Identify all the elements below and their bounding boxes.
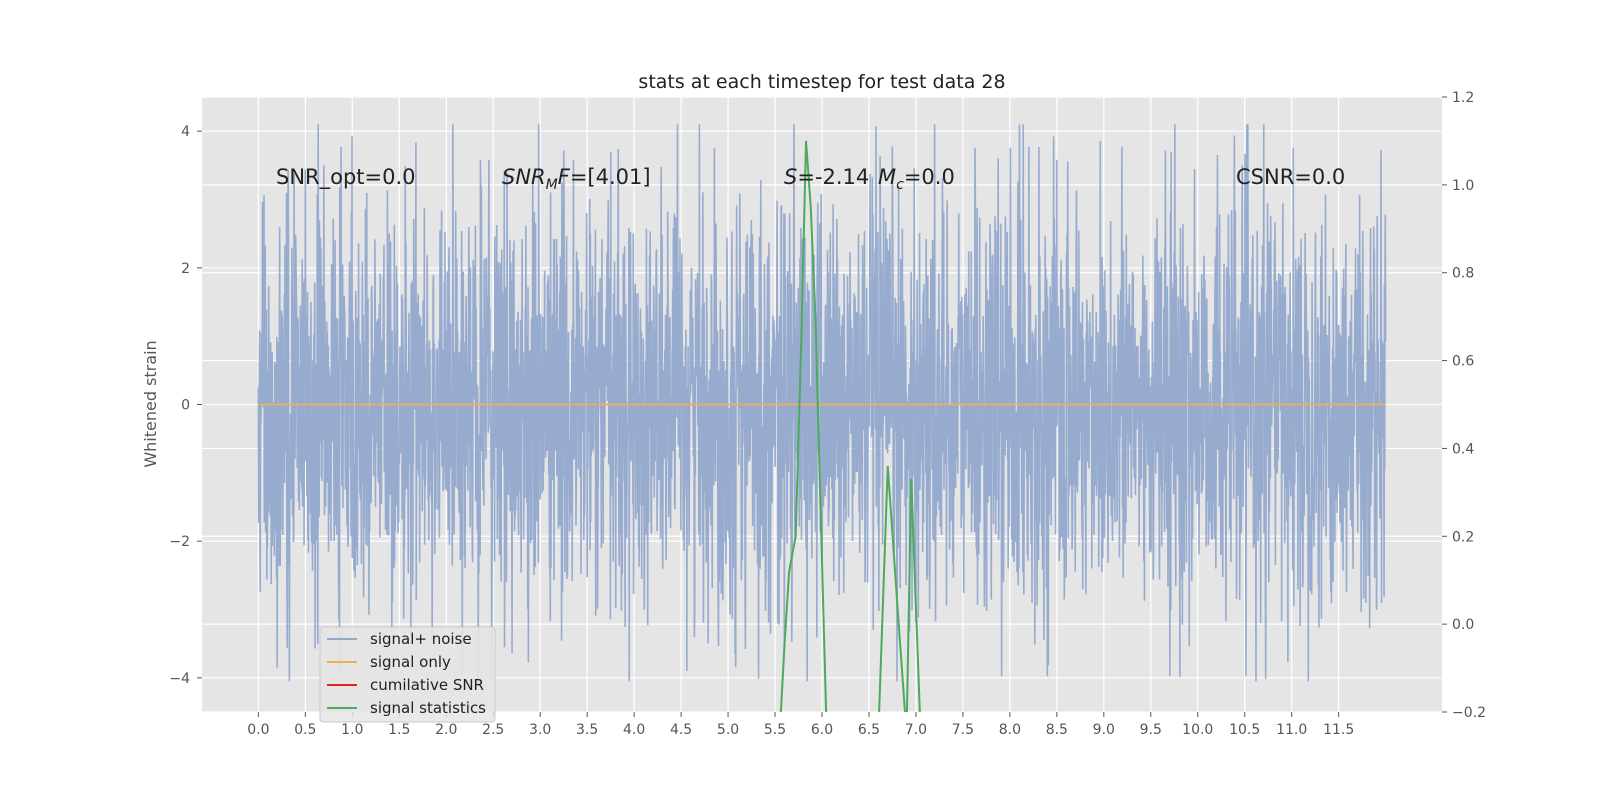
x-tick-label: 9.0 bbox=[1093, 722, 1115, 738]
x-tick-label: 0.5 bbox=[294, 722, 316, 738]
legend-label-cumilative-snr: cumilative SNR bbox=[370, 676, 484, 694]
y-right-tick-label: 0.2 bbox=[1452, 529, 1474, 545]
x-tick-label: 5.5 bbox=[764, 722, 786, 738]
x-tick-label: 7.0 bbox=[905, 722, 927, 738]
annotation-snr-mf: SNRMF=[4.01] bbox=[502, 165, 651, 193]
legend-item-cumilative-snr: cumilative SNR bbox=[327, 676, 484, 694]
series-signal-statistics-line bbox=[779, 140, 921, 712]
x-tick-label: 1.5 bbox=[388, 722, 410, 738]
x-tick-label: 10.5 bbox=[1229, 722, 1260, 738]
x-tick-label: 5.0 bbox=[717, 722, 739, 738]
x-tick-label: 1.0 bbox=[341, 722, 363, 738]
legend-item-signal-statistics: signal statistics bbox=[327, 699, 486, 717]
y-right-tick-label: 1.2 bbox=[1452, 90, 1474, 106]
legend-box bbox=[319, 626, 496, 723]
x-tick-label: 10.0 bbox=[1182, 722, 1213, 738]
mc-val: =0.0 bbox=[904, 165, 955, 189]
legend-label-signal-statistics: signal statistics bbox=[370, 699, 486, 717]
y-right-tick-label: 0.0 bbox=[1452, 617, 1474, 633]
snr-mf-val: =[4.01] bbox=[570, 165, 651, 189]
x-tick-label: 0.0 bbox=[247, 722, 269, 738]
chart-title: stats at each timestep for test data 28 bbox=[638, 71, 1005, 93]
legend-item-signal-noise: signal+ noise bbox=[327, 630, 472, 648]
y-left-tick-label: 0 bbox=[181, 398, 190, 414]
annotation-snr-opt: SNR_opt=0.0 bbox=[276, 165, 416, 190]
x-tick-label: 8.5 bbox=[1046, 722, 1068, 738]
x-tick-label: 3.5 bbox=[576, 722, 598, 738]
mc-var: M bbox=[878, 165, 896, 189]
s-var: S bbox=[784, 165, 797, 189]
snr-mf-sub: M bbox=[546, 177, 558, 193]
x-tick-label: 6.0 bbox=[811, 722, 833, 738]
y-left-tick-label: 4 bbox=[181, 124, 190, 140]
legend: signal+ noise signal only cumilative SNR… bbox=[319, 626, 496, 723]
y-left-tick-label: 2 bbox=[181, 261, 190, 277]
x-tick-label: 8.0 bbox=[999, 722, 1021, 738]
x-tick-label: 7.5 bbox=[952, 722, 974, 738]
legend-label-signal-noise: signal+ noise bbox=[370, 630, 472, 648]
x-tick-label: 2.0 bbox=[435, 722, 457, 738]
s-val: =-2.14 bbox=[797, 165, 869, 189]
annotation-mc: Mc=0.0 bbox=[878, 165, 955, 193]
x-tick-label: 3.0 bbox=[529, 722, 551, 738]
y-right-tick-label: 0.8 bbox=[1452, 266, 1474, 282]
x-tick-label: 6.5 bbox=[858, 722, 880, 738]
x-tick-label: 9.5 bbox=[1140, 722, 1162, 738]
x-tick-label: 11.5 bbox=[1323, 722, 1354, 738]
data-layer bbox=[257, 124, 1387, 712]
axes: 0.0 0.5 1.0 1.5 2.0 2.5 3.0 3.5 4.0 4.5 5.0 5.5 6.0 6… bbox=[169, 90, 1486, 738]
snr-mf-var: SNR bbox=[502, 165, 546, 189]
x-tick-label: 2.5 bbox=[482, 722, 504, 738]
x-tick-label: 4.5 bbox=[670, 722, 692, 738]
y-right-tick-label: 0.6 bbox=[1452, 354, 1474, 370]
y-left-tick-label: −4 bbox=[169, 671, 190, 687]
y-left-tick-label: −2 bbox=[169, 534, 190, 550]
x-tick-label: 11.0 bbox=[1276, 722, 1307, 738]
legend-label-signal-only: signal only bbox=[370, 653, 451, 671]
legend-item-signal-only: signal only bbox=[327, 653, 451, 671]
annotation-csnr: CSNR=0.0 bbox=[1236, 165, 1345, 189]
annotation-s: S=-2.14 bbox=[784, 165, 869, 189]
y-right-tick-label: 0.4 bbox=[1452, 441, 1474, 457]
y-right-tick-label: 1.0 bbox=[1452, 178, 1474, 194]
y-right-tick-label: −0.2 bbox=[1452, 705, 1486, 721]
mc-sub: c bbox=[896, 177, 904, 193]
snr-mf-var2: F bbox=[558, 165, 571, 189]
x-tick-label: 4.0 bbox=[623, 722, 645, 738]
y-axis-label: Whitened strain bbox=[141, 340, 160, 467]
